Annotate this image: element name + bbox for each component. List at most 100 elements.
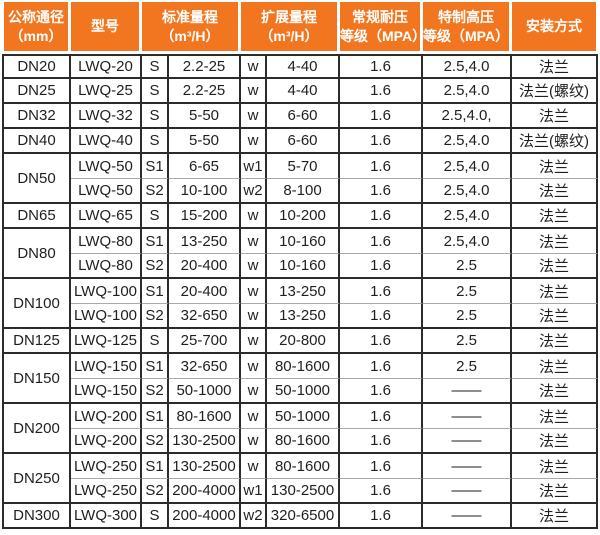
- ext-range-cell: 130-2500: [267, 479, 340, 504]
- table-row: LWQ-150 S2 50-1000 w 50-1000 1.6 —— 法兰: [2, 379, 598, 404]
- nominal-diameter-cell: DN20: [2, 54, 71, 79]
- table-row: DN65 LWQ-65 S 15-200 w 10-200 1.6 2.5,4.0 法兰: [2, 204, 598, 229]
- nominal-diameter-cell: DN200: [2, 404, 71, 454]
- std-range-cell: 130-2500: [169, 454, 241, 479]
- model-cell: LWQ-150: [71, 354, 142, 379]
- ext-range-cell: 8-100: [267, 179, 340, 204]
- ext-range-cell: 50-1000: [267, 379, 340, 404]
- ext-range-cell: 10-160: [267, 229, 340, 254]
- std-range-cell: 5-50: [169, 129, 241, 154]
- ext-code-cell: w: [241, 79, 267, 104]
- header-nominal-diameter: 公称通径 （mm）: [2, 2, 71, 54]
- std-code-cell: S: [142, 204, 169, 229]
- header-pressure-rating: 常规耐压 等级（MPA）: [340, 2, 423, 54]
- nominal-diameter-cell: DN32: [2, 104, 71, 129]
- std-range-cell: 2.2-25: [169, 54, 241, 79]
- ext-code-cell: w: [241, 304, 267, 329]
- high-pressure-cell: 2.5,4.0: [423, 79, 512, 104]
- ext-code-cell: w: [241, 129, 267, 154]
- ext-code-cell: w: [241, 429, 267, 454]
- ext-range-cell: 80-1600: [267, 429, 340, 454]
- install-cell: 法兰: [512, 429, 598, 454]
- high-pressure-cell: 2.5: [423, 304, 512, 329]
- model-cell: LWQ-250: [71, 454, 142, 479]
- install-cell: 法兰: [512, 379, 598, 404]
- std-code-cell: S: [142, 129, 169, 154]
- nominal-diameter-cell: DN300: [2, 504, 71, 529]
- std-code-cell: S2: [142, 179, 169, 204]
- table-body: DN20 LWQ-20 S 2.2-25 w 4-40 1.6 2.5,4.0 法兰 DN25 LW…: [2, 54, 598, 529]
- ext-code-cell: w: [241, 254, 267, 279]
- install-cell: 法兰: [512, 254, 598, 279]
- model-cell: LWQ-65: [71, 204, 142, 229]
- nominal-diameter-cell: DN50: [2, 154, 71, 204]
- high-pressure-cell: 2.5,4.0,: [423, 104, 512, 129]
- model-cell: LWQ-40: [71, 129, 142, 154]
- table-row: DN40 LWQ-40 S 5-50 w 6-60 1.6 2.5,4.0 法兰(螺纹): [2, 129, 598, 154]
- pressure-cell: 1.6: [340, 229, 423, 254]
- table-row: DN25 LWQ-25 S 2.2-25 w 4-40 1.6 2.5,4.0 法兰(螺纹): [2, 79, 598, 104]
- ext-code-cell: w2: [241, 504, 267, 529]
- ext-code-cell: w: [241, 279, 267, 304]
- std-range-cell: 200-4000: [169, 504, 241, 529]
- table-row: DN125 LWQ-125 S 25-700 w 20-800 1.6 2.5 法兰: [2, 329, 598, 354]
- table-row: DN100 LWQ-100 S1 20-400 w 13-250 1.6 2.5 法兰: [2, 279, 598, 329]
- pressure-cell: 1.6: [340, 179, 423, 204]
- install-cell: 法兰: [512, 504, 598, 529]
- pressure-cell: 1.6: [340, 154, 423, 179]
- pressure-cell: 1.6: [340, 504, 423, 529]
- nominal-diameter-cell: DN100: [2, 279, 71, 329]
- ext-range-cell: 13-250: [267, 279, 340, 304]
- ext-range-cell: 6-60: [267, 104, 340, 129]
- std-range-cell: 32-650: [169, 354, 241, 379]
- ext-range-cell: 80-1600: [267, 454, 340, 479]
- high-pressure-cell: 2.5,4.0: [423, 129, 512, 154]
- header-extended-range: 扩展量程 （m³/H）: [241, 2, 340, 54]
- ext-code-cell: w: [241, 354, 267, 379]
- install-cell: 法兰: [512, 329, 598, 354]
- high-pressure-cell: 2.5,4.0: [423, 229, 512, 254]
- model-cell: LWQ-150: [71, 379, 142, 404]
- nominal-diameter-cell: DN125: [2, 329, 71, 354]
- header-model: 型号: [71, 2, 142, 54]
- install-cell: 法兰: [512, 229, 598, 254]
- table-row: DN80 LWQ-80 S1 13-250 w 10-160 1.6 2.5,4.0 法兰: [2, 229, 598, 279]
- install-cell: 法兰(螺纹): [512, 129, 598, 154]
- std-code-cell: S2: [142, 429, 169, 454]
- std-code-cell: S2: [142, 479, 169, 504]
- pressure-cell: 1.6: [340, 429, 423, 454]
- high-pressure-cell: ——: [423, 504, 512, 529]
- install-cell: 法兰: [512, 354, 598, 379]
- model-cell: LWQ-200: [71, 429, 142, 454]
- nominal-diameter-cell: DN25: [2, 79, 71, 104]
- table-row: LWQ-80 S2 20-400 w 10-160 1.6 2.5 法兰: [2, 254, 598, 279]
- table-row: DN32 LWQ-32 S 5-50 w 6-60 1.6 2.5,4.0, 法兰: [2, 104, 598, 129]
- install-cell: 法兰(螺纹): [512, 79, 598, 104]
- table-row: LWQ-100 S2 32-650 w 13-250 1.6 2.5 法兰: [2, 304, 598, 329]
- install-cell: 法兰: [512, 454, 598, 479]
- high-pressure-cell: 2.5,4.0: [423, 54, 512, 79]
- install-cell: 法兰: [512, 104, 598, 129]
- ext-range-cell: 4-40: [267, 79, 340, 104]
- install-cell: 法兰: [512, 54, 598, 79]
- std-code-cell: S2: [142, 254, 169, 279]
- ext-range-cell: 80-1600: [267, 354, 340, 379]
- ext-code-cell: w: [241, 204, 267, 229]
- model-cell: LWQ-80: [71, 229, 142, 254]
- header-standard-range: 标准量程 （m³/H）: [142, 2, 241, 54]
- ext-range-cell: 50-1000: [267, 404, 340, 429]
- pressure-cell: 1.6: [340, 54, 423, 79]
- std-range-cell: 20-400: [169, 279, 241, 304]
- pressure-cell: 1.6: [340, 404, 423, 429]
- header-high-pressure-rating: 特制高压 等级（MPA）: [423, 2, 512, 54]
- high-pressure-cell: 2.5,4.0: [423, 179, 512, 204]
- std-range-cell: 2.2-25: [169, 79, 241, 104]
- table-row: LWQ-250 S2 200-4000 w1 130-2500 1.6 —— 法兰: [2, 479, 598, 504]
- pressure-cell: 1.6: [340, 329, 423, 354]
- header-installation: 安装方式: [512, 2, 598, 54]
- nominal-diameter-cell: DN250: [2, 454, 71, 504]
- high-pressure-cell: 2.5: [423, 354, 512, 379]
- model-cell: LWQ-20: [71, 54, 142, 79]
- model-cell: LWQ-32: [71, 104, 142, 129]
- ext-code-cell: w: [241, 229, 267, 254]
